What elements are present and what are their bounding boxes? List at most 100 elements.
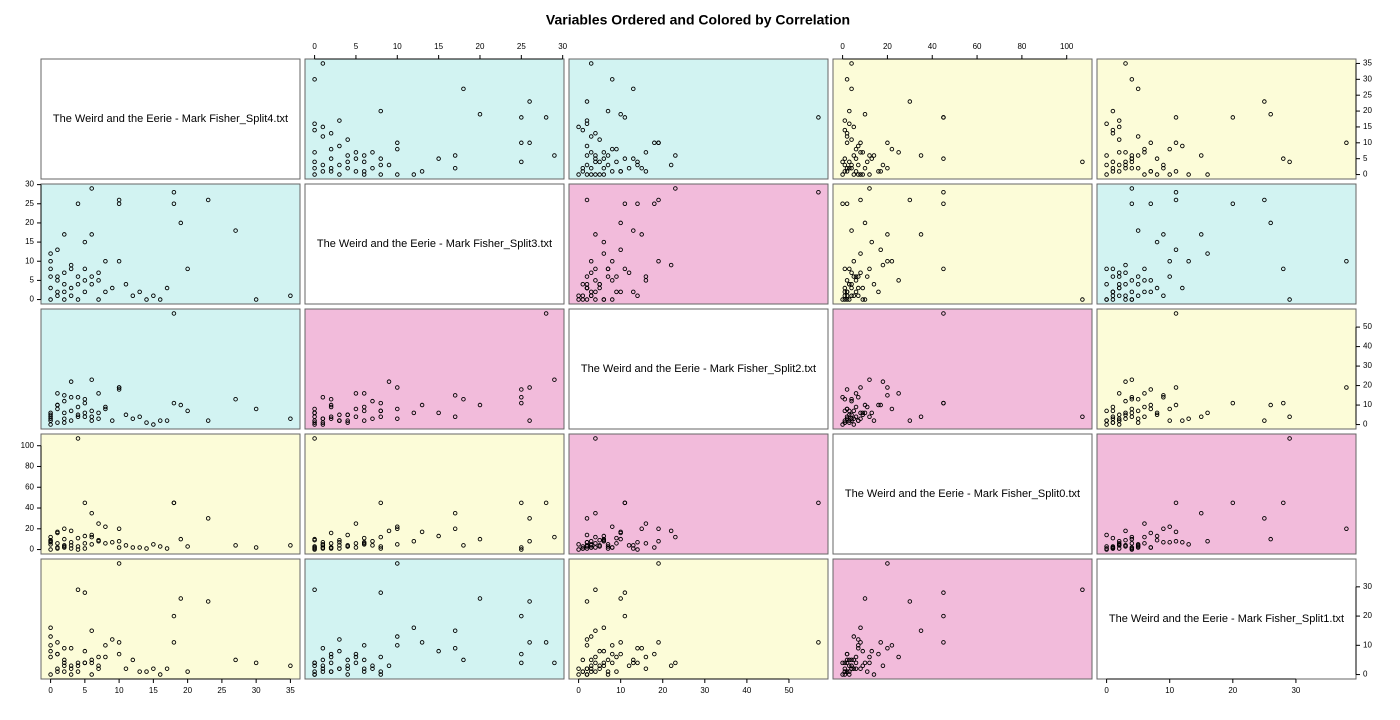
point bbox=[605, 672, 611, 677]
point bbox=[164, 666, 170, 671]
point bbox=[918, 414, 924, 420]
y-tick-label: 10 bbox=[1363, 138, 1372, 147]
point bbox=[597, 281, 602, 287]
point bbox=[593, 587, 598, 593]
point bbox=[1123, 528, 1128, 534]
point bbox=[918, 232, 924, 237]
point bbox=[378, 654, 383, 660]
point bbox=[543, 311, 549, 316]
point bbox=[345, 666, 350, 671]
point bbox=[123, 412, 129, 418]
point bbox=[395, 634, 400, 639]
x-tick-label: 15 bbox=[149, 686, 158, 695]
point bbox=[477, 536, 483, 542]
point bbox=[353, 660, 359, 666]
point bbox=[626, 543, 632, 548]
point bbox=[849, 165, 854, 171]
point bbox=[312, 422, 317, 427]
point bbox=[1167, 418, 1172, 423]
point bbox=[68, 540, 74, 545]
point bbox=[527, 140, 532, 146]
point bbox=[631, 546, 636, 551]
point bbox=[597, 172, 602, 177]
point bbox=[1173, 247, 1179, 252]
point bbox=[1110, 266, 1116, 272]
point bbox=[867, 172, 872, 177]
point bbox=[1173, 385, 1179, 390]
point bbox=[123, 281, 129, 287]
point bbox=[867, 153, 872, 158]
point bbox=[345, 672, 350, 677]
point bbox=[116, 640, 122, 645]
point bbox=[1344, 385, 1349, 390]
point bbox=[452, 645, 458, 651]
point bbox=[1281, 156, 1286, 161]
point bbox=[1230, 400, 1236, 406]
x-tick-label: 50 bbox=[785, 686, 794, 695]
point bbox=[353, 391, 359, 396]
point bbox=[353, 150, 359, 155]
y-tick-label: 15 bbox=[25, 237, 34, 246]
point bbox=[75, 669, 81, 674]
point bbox=[849, 396, 854, 402]
x-tick-label: 10 bbox=[616, 686, 625, 695]
point bbox=[844, 201, 850, 207]
point bbox=[588, 663, 594, 669]
point bbox=[103, 404, 108, 410]
point bbox=[869, 156, 874, 161]
point bbox=[75, 281, 81, 287]
point bbox=[552, 153, 557, 158]
point bbox=[605, 162, 611, 168]
point bbox=[639, 165, 644, 171]
point bbox=[48, 534, 53, 540]
point bbox=[610, 169, 615, 174]
point bbox=[907, 418, 913, 423]
point bbox=[1186, 416, 1191, 421]
point bbox=[635, 162, 640, 168]
point bbox=[552, 534, 557, 540]
point bbox=[1116, 538, 1122, 544]
point bbox=[858, 172, 863, 177]
point bbox=[842, 396, 848, 402]
point bbox=[395, 416, 400, 421]
x-tick-label: 20 bbox=[883, 42, 892, 51]
point bbox=[618, 536, 623, 542]
point bbox=[847, 297, 852, 302]
point bbox=[370, 663, 375, 669]
y-tick-label: 0 bbox=[30, 295, 35, 304]
point bbox=[55, 247, 60, 252]
point bbox=[461, 396, 466, 402]
point bbox=[288, 416, 293, 421]
point bbox=[461, 543, 466, 548]
point bbox=[312, 587, 317, 593]
point bbox=[622, 266, 628, 272]
point bbox=[885, 140, 890, 146]
point bbox=[1135, 420, 1141, 425]
point bbox=[395, 526, 400, 532]
point bbox=[584, 297, 590, 302]
point bbox=[395, 561, 400, 566]
x-tick-label: 60 bbox=[973, 42, 982, 51]
y-tick-label: 100 bbox=[21, 441, 35, 450]
point bbox=[862, 410, 868, 416]
point bbox=[62, 645, 67, 651]
point bbox=[452, 628, 458, 633]
point bbox=[103, 406, 108, 412]
point bbox=[337, 537, 342, 543]
x-tick-label: 30 bbox=[558, 42, 567, 51]
x-tick-label: 10 bbox=[393, 42, 402, 51]
point bbox=[89, 408, 94, 414]
point bbox=[205, 599, 211, 604]
point bbox=[519, 159, 524, 165]
point bbox=[584, 162, 590, 168]
x-tick-label: 20 bbox=[476, 42, 485, 51]
point bbox=[48, 654, 53, 660]
point bbox=[588, 538, 594, 544]
point bbox=[337, 143, 342, 149]
point bbox=[668, 528, 674, 534]
panel bbox=[40, 558, 301, 680]
point bbox=[68, 546, 74, 551]
panel bbox=[1096, 308, 1357, 430]
point bbox=[419, 529, 425, 535]
point bbox=[584, 121, 590, 127]
